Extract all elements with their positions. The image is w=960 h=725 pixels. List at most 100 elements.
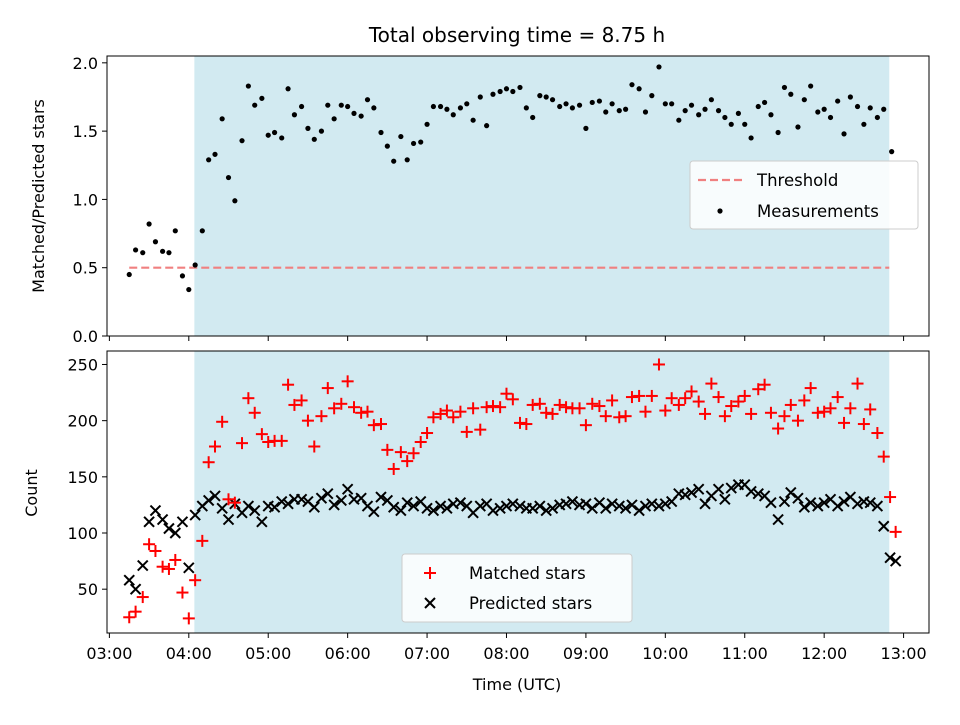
predicted-star-point [441, 502, 453, 514]
predicted-star-point [818, 496, 830, 509]
matched-star-point [513, 416, 526, 429]
measurement-point [172, 228, 178, 234]
matched-star-point [123, 611, 136, 624]
matched-star-point [301, 414, 314, 427]
predicted-star-point [129, 583, 142, 595]
matched-star-point [844, 402, 857, 415]
matched-star-point [764, 406, 777, 419]
measurement-point [609, 101, 615, 107]
measurement-point [378, 129, 384, 136]
measurement-point [563, 101, 569, 107]
measurement-point [464, 101, 470, 107]
predicted-star-point [619, 502, 632, 514]
measurement-point [279, 135, 285, 141]
predicted-star-point [137, 559, 149, 572]
predicted-star-point [804, 496, 817, 509]
measurement-point [338, 102, 344, 108]
matched-star-point [236, 437, 249, 450]
legend-predicted-label: Predicted stars [469, 594, 592, 613]
matched-star-point [599, 410, 612, 423]
predicted-star-point [772, 513, 784, 526]
measurement-point [549, 97, 556, 103]
measurement-point [477, 94, 483, 100]
predicted-star-point [163, 522, 175, 535]
predicted-star-point [222, 513, 235, 526]
measurement-point [285, 86, 291, 92]
measurement-point [351, 110, 357, 116]
predicted-star-point [639, 500, 652, 512]
y-tick-label: 0.5 [73, 259, 98, 278]
matched-star-point [659, 404, 672, 417]
measurement-point [271, 129, 278, 136]
predicted-star-point [526, 502, 539, 514]
predicted-star-point [798, 501, 811, 513]
measurement-point [827, 114, 834, 121]
matched-star-point [725, 400, 738, 413]
measurement-point [212, 151, 218, 157]
predicted-star-point [454, 496, 467, 509]
measurement-point [192, 262, 198, 268]
matched-star-point [454, 405, 467, 418]
measurement-point [696, 112, 702, 118]
matched-star-point [606, 394, 619, 407]
matched-star-point [361, 405, 374, 418]
matched-star-point [162, 562, 175, 575]
legend-measurements-label: Measurements [757, 202, 879, 221]
matched-star-point [520, 418, 533, 431]
measurement-point [391, 158, 397, 164]
predicted-star-point [606, 498, 618, 510]
predicted-star-point [169, 527, 182, 539]
bottom-y-axis-label: Count [22, 469, 41, 517]
matched-star-point [791, 414, 804, 427]
bottom-y-ticks: 50 100 150 200 250 [67, 355, 107, 599]
matched-star-point [685, 385, 698, 398]
measurement-point [457, 105, 464, 111]
x-tick-label: 06:00 [325, 644, 371, 663]
measurement-point [847, 94, 853, 100]
predicted-star-point [341, 483, 354, 495]
predicted-star-point [546, 502, 559, 514]
measurement-point [186, 286, 192, 293]
legend-matched-label: Matched stars [469, 564, 586, 583]
predicted-star-point [388, 501, 400, 513]
x-tick-label: 07:00 [404, 644, 450, 663]
measurement-point [305, 125, 311, 131]
legend-predicted-swatch [424, 597, 436, 609]
measurement-point [424, 121, 430, 127]
predicted-star-point [659, 498, 672, 510]
matched-star-point [447, 411, 460, 424]
top-y-ticks: 0.0 0.5 1.0 1.5 2.0 [73, 54, 107, 346]
matched-star-point [619, 410, 632, 423]
matched-star-point [851, 377, 864, 390]
measurement-point [298, 103, 305, 110]
matched-star-point [652, 358, 665, 371]
predicted-star-point [884, 552, 896, 564]
measurement-point [649, 93, 655, 99]
predicted-star-point [268, 501, 281, 513]
matched-star-point [798, 394, 811, 407]
measurement-point [490, 91, 496, 97]
predicted-star-point [752, 487, 764, 500]
predicted-star-point [679, 489, 691, 501]
measurement-point [636, 86, 642, 92]
matched-star-point [573, 402, 586, 415]
legend-threshold-label: Threshold [756, 171, 838, 190]
matched-star-point [315, 410, 328, 423]
matched-star-point [811, 406, 824, 419]
measurement-point [371, 105, 377, 111]
measurement-point [682, 108, 688, 114]
top-x-ticks [108, 336, 905, 341]
matched-star-point [553, 398, 566, 411]
measurement-point [543, 94, 549, 100]
predicted-star-point [699, 498, 711, 510]
matched-star-point [778, 410, 791, 423]
matched-star-point [255, 428, 268, 441]
matched-star-point [494, 401, 507, 414]
measurement-point [325, 102, 331, 108]
matched-star-point [889, 525, 902, 538]
predicted-star-point [871, 500, 884, 512]
predicted-star-point [189, 509, 201, 521]
measurement-point [530, 114, 536, 121]
predicted-star-point [487, 504, 499, 517]
predicted-star-point [143, 516, 155, 528]
